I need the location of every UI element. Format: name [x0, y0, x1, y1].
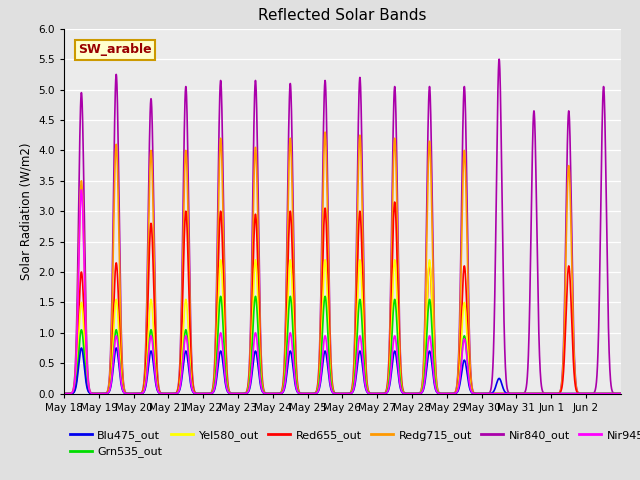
- Legend: Blu475_out, Grn535_out, Yel580_out, Red655_out, Redg715_out, Nir840_out, Nir945_: Blu475_out, Grn535_out, Yel580_out, Red6…: [70, 430, 640, 457]
- Title: Reflected Solar Bands: Reflected Solar Bands: [258, 9, 427, 24]
- Text: SW_arable: SW_arable: [78, 43, 152, 56]
- Y-axis label: Solar Radiation (W/m2): Solar Radiation (W/m2): [20, 143, 33, 280]
